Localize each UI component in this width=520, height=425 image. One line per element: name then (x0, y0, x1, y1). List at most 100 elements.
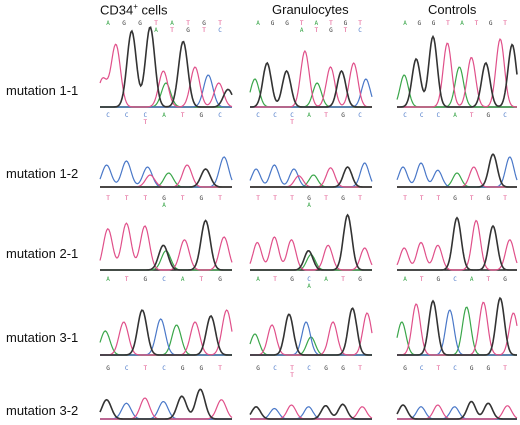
trace-panel-m21-cd34 (99, 219, 233, 271)
trace-panel-m32-cd34 (99, 388, 233, 420)
base-call: C (125, 365, 129, 372)
base-call: T (446, 20, 450, 27)
base-call: T (125, 276, 129, 283)
base-call: C (420, 365, 424, 372)
base-call: C (125, 112, 129, 119)
base-call: G (202, 20, 206, 27)
base-call: T (341, 276, 345, 283)
trace-T-curve (250, 49, 372, 108)
base-call: T (324, 195, 328, 202)
trace-panel-m31-cd34 (99, 309, 233, 356)
base-call: T (300, 20, 304, 27)
trace-G-curve (397, 296, 517, 356)
base-call: T (199, 276, 203, 283)
base-call: G (432, 20, 436, 27)
base-call: C (290, 112, 294, 119)
base-call: G (218, 276, 222, 283)
base-call: G (271, 20, 275, 27)
base-call: T (218, 365, 222, 372)
secondary-base-call: A (307, 202, 311, 209)
base-call: T (218, 195, 222, 202)
trace-panel-m12-cd34 (99, 156, 233, 188)
base-call: G (199, 112, 203, 119)
base-call: C (436, 112, 440, 119)
base-call: A (256, 276, 260, 283)
base-call: A (453, 112, 457, 119)
row-label-mutation-3-1: mutation 3-1 (6, 330, 79, 345)
base-call: T (290, 195, 294, 202)
base-call: T (475, 20, 479, 27)
base-call: T (329, 20, 333, 27)
base-call: G (486, 112, 490, 119)
base-call: T (358, 20, 362, 27)
trace-A-curve (396, 306, 517, 356)
base-call: G (486, 195, 490, 202)
base-call: T (273, 276, 277, 283)
base-call: G (290, 276, 294, 283)
trace-G-curve (100, 309, 232, 356)
trace-T-curve (250, 404, 373, 420)
trace-T-curve (100, 397, 233, 420)
base-call: T (273, 195, 277, 202)
trace-G-curve (397, 34, 518, 108)
trace-G-curve (397, 153, 517, 188)
base-call: C (162, 276, 166, 283)
trace-G-curve (100, 219, 232, 271)
base-call: C (453, 276, 457, 283)
base-call: T (143, 195, 147, 202)
column-header-cd34-main: CD34 (100, 2, 134, 18)
trace-A-curve (99, 324, 232, 356)
base-call: G (307, 195, 311, 202)
base-call: T (154, 20, 158, 27)
trace-G-curve (250, 166, 372, 188)
trace-panel-m12-gran (249, 162, 373, 188)
base-call: C (273, 112, 277, 119)
base-call: C (106, 112, 110, 119)
base-call: T (470, 195, 474, 202)
base-call: T (143, 365, 147, 372)
secondary-base-call: C (218, 27, 222, 34)
row-label-mutation-1-2: mutation 1-2 (6, 166, 79, 181)
base-call: A (170, 20, 174, 27)
base-call: G (341, 365, 345, 372)
base-call: T (358, 195, 362, 202)
base-call: T (436, 195, 440, 202)
trace-panel-m11-cd34 (99, 26, 233, 108)
base-call: G (199, 195, 203, 202)
row-label-mutation-3-2: mutation 3-2 (6, 403, 79, 418)
secondary-base-call: A (300, 27, 304, 34)
base-call: G (138, 20, 142, 27)
base-call: G (344, 20, 348, 27)
base-call: C (503, 112, 507, 119)
base-call: G (358, 276, 362, 283)
base-call: T (436, 365, 440, 372)
column-header-cd34-rest: cells (137, 2, 168, 18)
secondary-base-call: T (290, 119, 294, 126)
trace-G-curve (397, 216, 517, 271)
base-call: T (290, 365, 294, 372)
trace-panel-m12-ctrl (396, 153, 518, 188)
trace-panel-m31-gran (249, 307, 373, 356)
trace-C-curve (249, 162, 373, 188)
secondary-base-call: A (162, 202, 166, 209)
base-call: A (256, 20, 260, 27)
base-call: A (106, 20, 110, 27)
base-call: G (106, 365, 110, 372)
base-call: T (218, 20, 222, 27)
base-call: T (420, 195, 424, 202)
base-call: A (460, 20, 464, 27)
trace-G-curve (250, 213, 372, 271)
base-call: T (106, 195, 110, 202)
secondary-base-call: T (202, 27, 206, 34)
trace-panel-m32-gran (249, 403, 373, 420)
secondary-base-call: G (329, 27, 333, 34)
base-call: T (503, 20, 507, 27)
base-call: G (489, 20, 493, 27)
column-header-granulocytes: Granulocytes (272, 2, 349, 17)
base-call: G (470, 365, 474, 372)
base-call: C (420, 112, 424, 119)
base-call: T (186, 20, 190, 27)
base-call: T (181, 112, 185, 119)
base-call: A (470, 276, 474, 283)
trace-panel-m31-ctrl (396, 296, 518, 356)
